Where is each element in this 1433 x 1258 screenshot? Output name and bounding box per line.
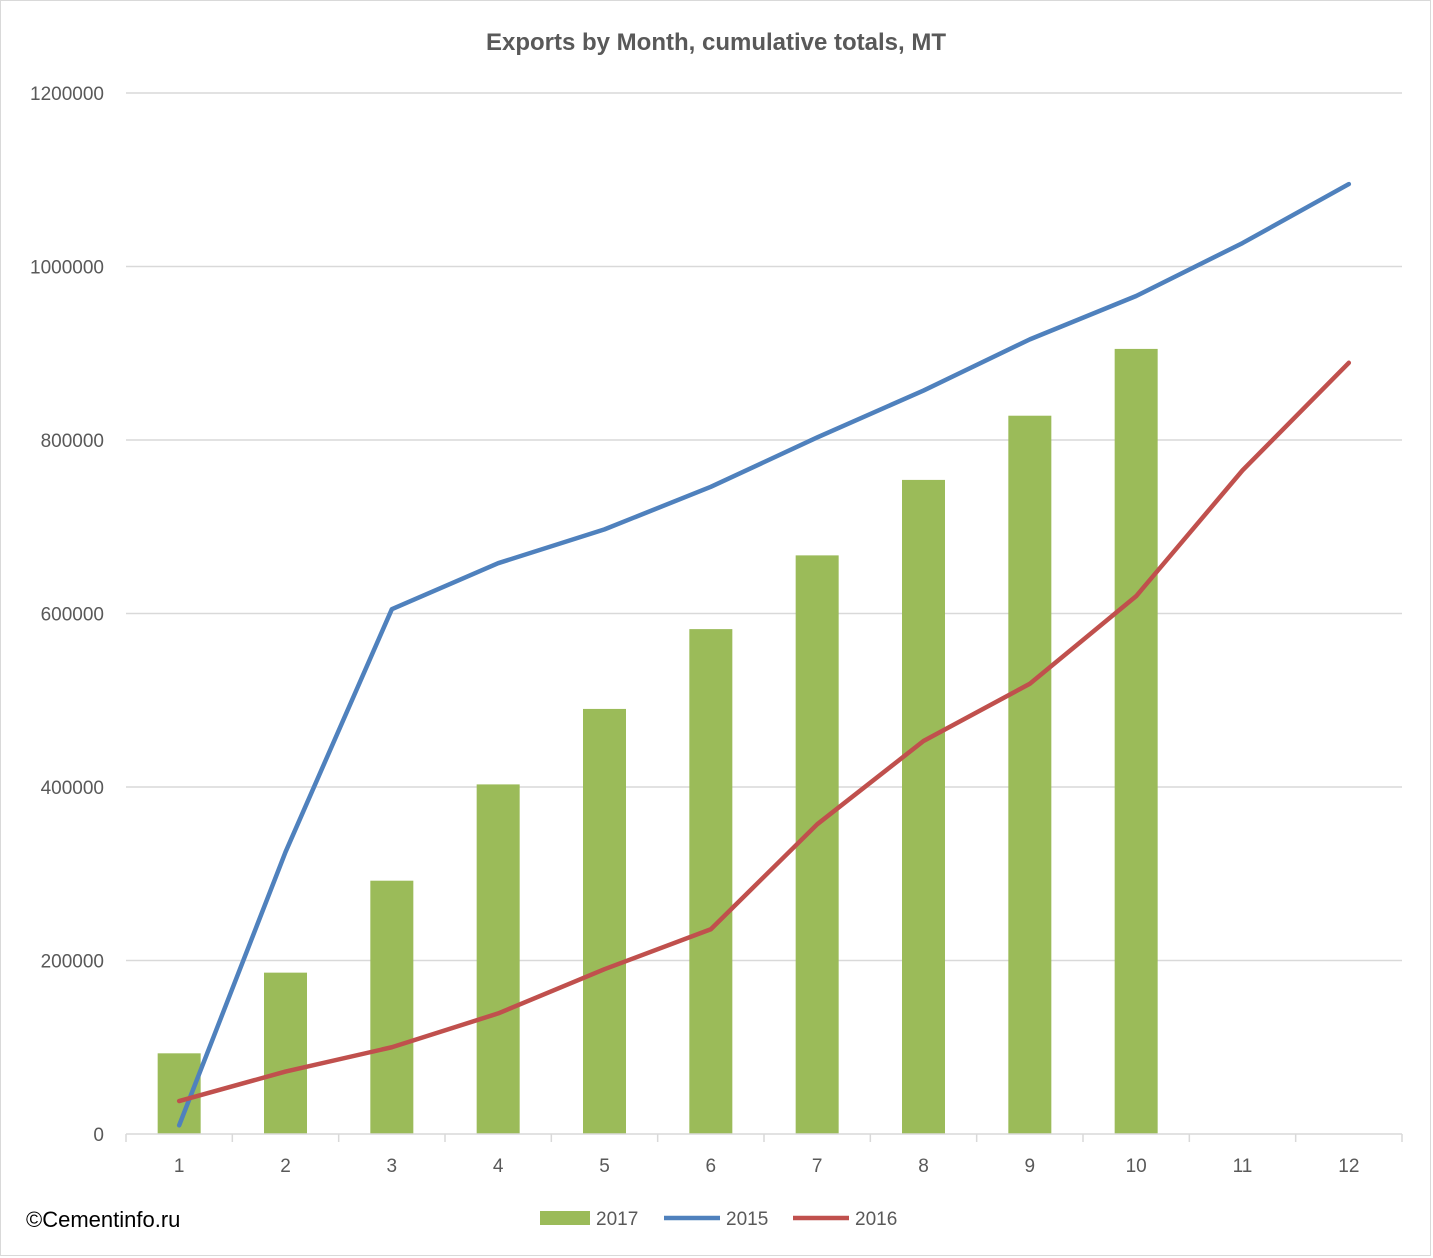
bar-2017-month-3 [370, 880, 414, 1134]
legend-swatch-2017 [540, 1211, 590, 1225]
x-axis: 1 2 3 4 5 6 7 8 9 10 11 12 [125, 1133, 1403, 1177]
x-tick-label: 10 [1126, 1156, 1147, 1177]
bar-2017-month-5 [583, 708, 626, 1134]
x-tick-label: 1 [174, 1156, 185, 1177]
y-tick-label: 1000000 [30, 258, 104, 279]
bars-2017 [157, 348, 1158, 1135]
chart-title: Exports by Month, cumulative totals, MT [486, 29, 946, 56]
legend-label-2016: 2016 [855, 1209, 897, 1230]
bar-2017-month-6 [689, 629, 733, 1134]
series-lines [176, 181, 1352, 1128]
bar-2017-month-2 [264, 972, 307, 1134]
x-tick-label: 4 [493, 1156, 504, 1177]
gridlines [126, 92, 1402, 962]
x-tick-label: 11 [1233, 1156, 1253, 1177]
legend-label-2017: 2017 [596, 1209, 638, 1230]
bar-2017-month-10 [1114, 348, 1158, 1135]
x-tick-label: 2 [280, 1156, 291, 1177]
y-tick-label: 200000 [41, 952, 104, 973]
bar-2017-month-8 [902, 479, 945, 1134]
legend-label-2015: 2015 [726, 1209, 768, 1230]
line-series-2016 [176, 360, 1352, 1104]
line-series-2015 [176, 181, 1352, 1128]
x-tick-label: 8 [918, 1156, 929, 1177]
y-axis-tick-labels: 0 200000 400000 600000 800000 1000000 1200000 [30, 84, 104, 1146]
x-tick-label: 6 [706, 1156, 717, 1177]
x-tick-label: 12 [1338, 1156, 1359, 1177]
y-tick-label: 1200000 [30, 84, 104, 105]
y-tick-label: 0 [93, 1125, 104, 1146]
bar-2017-month-7 [795, 555, 839, 1134]
x-tick-label: 9 [1025, 1156, 1036, 1177]
x-tick-label: 3 [387, 1156, 398, 1177]
y-tick-label: 400000 [41, 778, 104, 799]
x-tick-label: 5 [599, 1156, 610, 1177]
y-tick-label: 600000 [41, 605, 104, 626]
x-tick-label: 7 [812, 1156, 823, 1177]
legend: 2017 2015 2016 [540, 1209, 897, 1230]
watermark-text: ©Cementinfo.ru [26, 1207, 180, 1232]
y-tick-label: 800000 [41, 431, 104, 452]
bar-2017-month-9 [1008, 415, 1052, 1135]
bar-2017-month-4 [476, 784, 520, 1134]
